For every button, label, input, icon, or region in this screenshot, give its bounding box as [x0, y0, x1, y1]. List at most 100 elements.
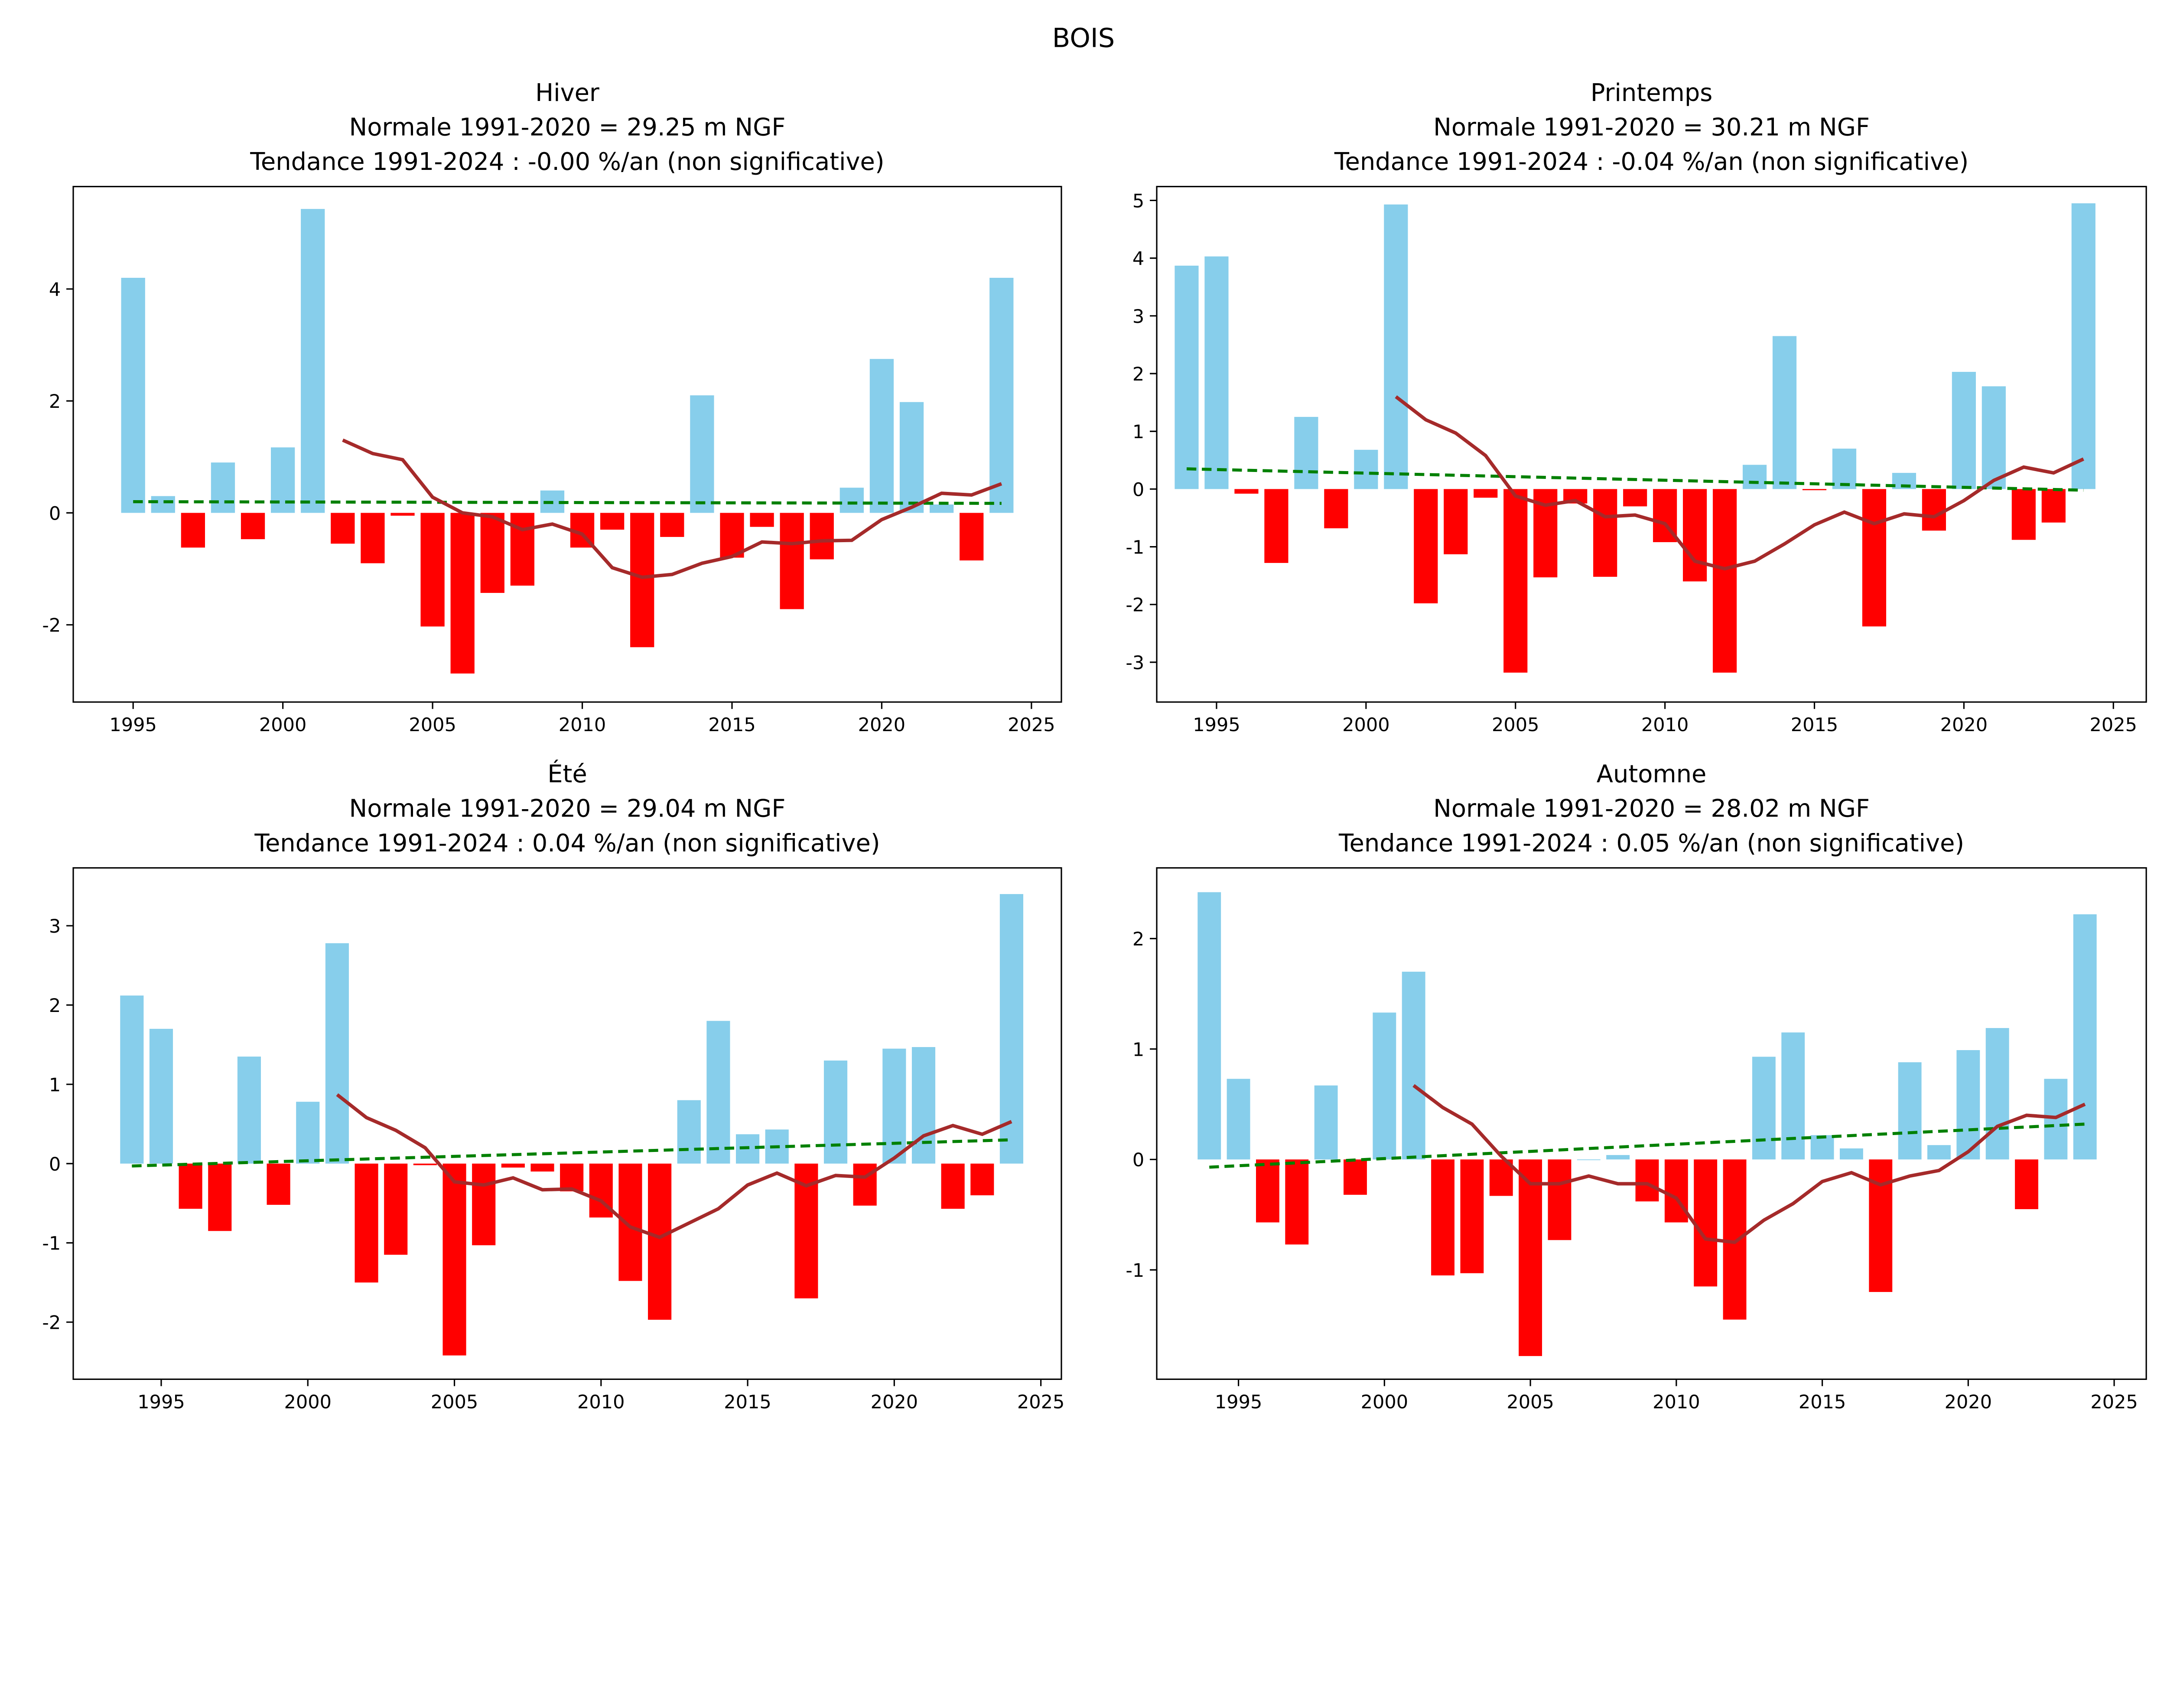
bar	[1810, 1135, 1834, 1160]
bar	[869, 359, 894, 513]
axes-frame	[72, 185, 1062, 703]
bar	[989, 277, 1014, 513]
bar	[1204, 256, 1229, 489]
bar	[1402, 972, 1425, 1160]
y-tick-label: -3	[1126, 652, 1144, 674]
moving-average-line	[336, 1093, 1012, 1240]
moving-average-line	[342, 438, 1002, 579]
bar	[301, 209, 325, 513]
bar	[1985, 1028, 2009, 1160]
bar	[1460, 1159, 1484, 1273]
x-tick-label: 2000	[259, 714, 307, 736]
x-tick-label: 2015	[1791, 714, 1838, 736]
axes-frame	[72, 867, 1062, 1380]
x-tick-label: 2020	[1945, 1391, 1992, 1413]
x-tick-label: 2025	[2090, 1391, 2138, 1413]
y-tick-label: -2	[1126, 595, 1144, 616]
bar	[1802, 489, 1827, 491]
bar	[501, 1163, 525, 1168]
bar	[1227, 1079, 1250, 1160]
bar	[839, 488, 864, 513]
bar	[999, 894, 1024, 1164]
bar	[211, 462, 235, 513]
bar	[780, 513, 804, 609]
bar	[941, 1163, 965, 1209]
trend-line	[132, 1138, 1012, 1168]
x-tick-label: 2025	[1017, 1391, 1065, 1413]
bar	[1869, 1159, 1893, 1292]
bar	[1839, 1148, 1863, 1160]
bar	[149, 1028, 173, 1164]
bar	[1723, 1159, 1747, 1320]
y-tick-label: -1	[42, 1233, 61, 1255]
x-tick-label: 2010	[559, 714, 606, 736]
bar	[1694, 1159, 1718, 1287]
subplot-title-line: Tendance 1991-2024 : -0.00 %/an (non sig…	[250, 148, 884, 176]
x-tick-label: 2010	[1641, 714, 1689, 736]
bar	[121, 277, 145, 513]
bar	[2041, 489, 2066, 523]
x-tick-label: 2015	[724, 1391, 771, 1413]
subplot-title-line: Tendance 1991-2024 : -0.04 %/an (non sig…	[1334, 148, 1969, 176]
bar	[237, 1056, 261, 1164]
x-tick-label: 1995	[1215, 1391, 1262, 1413]
y-tick-label: 3	[49, 916, 61, 937]
y-tick-label: 0	[1132, 1149, 1144, 1171]
bar	[630, 513, 654, 647]
bar	[1234, 489, 1259, 494]
trend-line	[133, 500, 1002, 505]
bar	[810, 513, 834, 560]
x-tick-label: 2005	[409, 714, 456, 736]
subplot-title-line: Tendance 1991-2024 : 0.05 %/an (non sign…	[1338, 829, 1964, 857]
bar	[413, 1163, 437, 1165]
x-tick-label: 2010	[1653, 1391, 1700, 1413]
bar	[472, 1163, 496, 1246]
bar	[1956, 1050, 1980, 1160]
subplot-title-line: Normale 1991-2020 = 29.04 m NGF	[349, 795, 786, 823]
bar	[1324, 489, 1348, 528]
bar	[355, 1163, 378, 1283]
x-tick-label: 2015	[708, 714, 756, 736]
axes-frame	[1156, 185, 2147, 703]
bar	[899, 402, 924, 513]
bar	[1862, 489, 1887, 627]
bar	[2073, 914, 2097, 1160]
bar	[1832, 449, 1857, 489]
y-tick-label: 2	[49, 995, 61, 1017]
bar	[179, 1163, 202, 1209]
bar	[1414, 489, 1438, 604]
bar	[720, 513, 744, 558]
y-tick-label: -1	[1126, 1260, 1144, 1282]
bar	[1197, 892, 1221, 1160]
bar	[690, 395, 714, 513]
subplot-title-line: Normale 1991-2020 = 28.02 m NGF	[1433, 795, 1870, 823]
bar	[1781, 1032, 1805, 1160]
bar	[706, 1021, 730, 1164]
x-tick-label: 2005	[1492, 714, 1539, 736]
bar	[823, 1061, 848, 1164]
bar	[1922, 489, 1946, 531]
bar	[450, 513, 475, 674]
figure: BOIS Hiver Normale 1991-2020 = 29.25 m NG…	[42, 23, 2147, 1413]
x-tick-label: 1995	[1193, 714, 1240, 736]
subplot-2: Été Normale 1991-2020 = 29.04 m NGF Tendan…	[42, 760, 1064, 1413]
bar	[1264, 489, 1288, 563]
y-tick-label: -2	[42, 1312, 61, 1334]
bar	[618, 1163, 642, 1281]
bar	[1623, 489, 1647, 507]
bar	[1664, 1159, 1688, 1223]
y-tick-label: 0	[49, 503, 61, 524]
bar	[1314, 1085, 1338, 1160]
x-tick-label: 2015	[1799, 1391, 1846, 1413]
subplot-title-line: Printemps	[1591, 79, 1713, 107]
y-tick-label: 2	[1132, 929, 1144, 950]
x-tick-label: 2025	[1008, 714, 1055, 736]
bar	[1548, 1159, 1572, 1240]
bar	[331, 513, 355, 544]
bar	[1503, 489, 1528, 673]
y-tick-label: 3	[1132, 306, 1144, 328]
bar	[970, 1163, 994, 1196]
bar	[2015, 1159, 2038, 1209]
x-tick-label: 2010	[577, 1391, 625, 1413]
bar	[480, 513, 504, 593]
